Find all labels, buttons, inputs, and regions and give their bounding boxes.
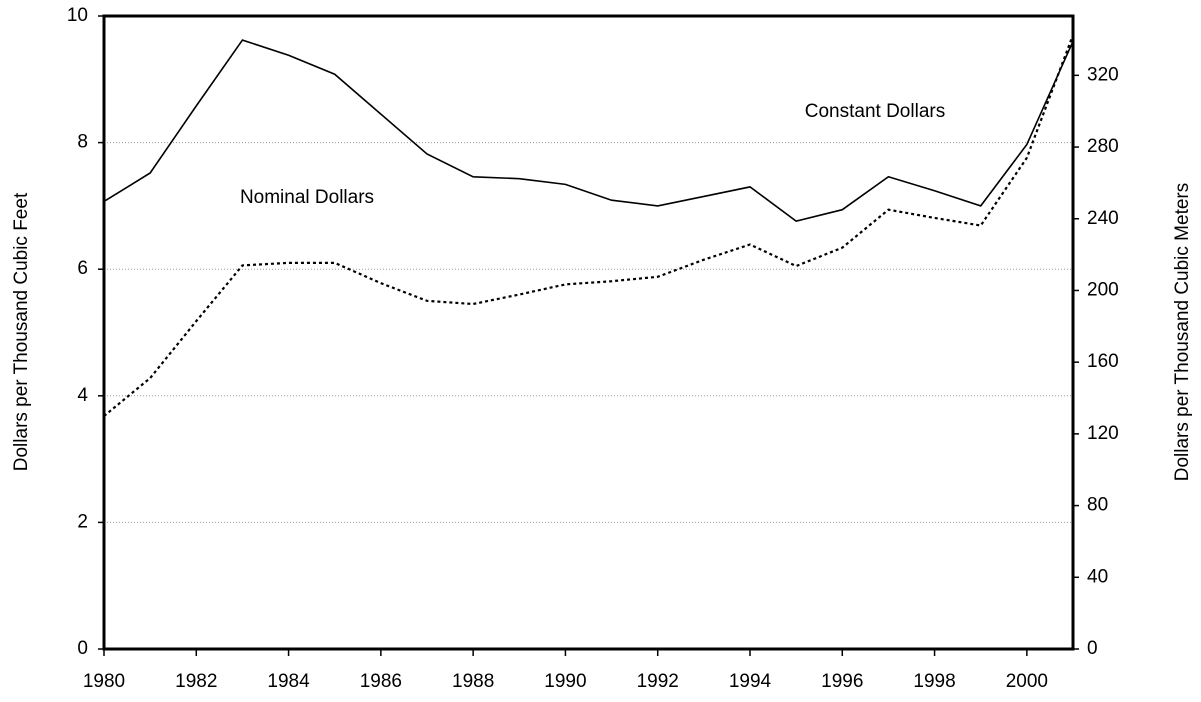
y2-tick-label: 320 (1087, 64, 1119, 85)
y-tick-label: 8 (77, 132, 88, 153)
y-tick-label: 0 (77, 638, 88, 659)
x-tick-label: 1990 (544, 671, 586, 692)
y-axis-label: Dollars per Thousand Cubic Feet (11, 192, 32, 471)
y2-axis-label: Dollars per Thousand Cubic Meters (1172, 183, 1193, 482)
y2-tick-label: 160 (1087, 351, 1119, 372)
y-tick-label: 2 (77, 511, 88, 532)
x-tick-label: 1992 (637, 671, 679, 692)
series-annotation: Constant Dollars (805, 101, 945, 122)
y-tick-label: 6 (77, 258, 88, 279)
series-annotation: Nominal Dollars (240, 187, 374, 208)
line-series (103, 39, 1074, 222)
plot-frame (102, 14, 1075, 651)
y2-tick-label: 240 (1087, 208, 1119, 229)
y-tick-label: 4 (77, 385, 88, 406)
x-tick-label: 1988 (452, 671, 494, 692)
x-tick-label: 1980 (83, 671, 125, 692)
x-tick-label: 1994 (729, 671, 772, 692)
y2-tick-label: 120 (1087, 423, 1119, 444)
y2-tick-label: 200 (1087, 279, 1119, 300)
x-tick-label: 1998 (913, 671, 955, 692)
x-tick-label: 1996 (821, 671, 863, 692)
line-series (103, 34, 1075, 417)
y-tick-label: 10 (67, 5, 88, 26)
x-tick-label: 1982 (175, 671, 217, 692)
x-tick-label: 1986 (360, 671, 402, 692)
y2-tick-label: 0 (1087, 638, 1098, 659)
y2-tick-label: 80 (1087, 495, 1108, 516)
x-tick-label: 1984 (267, 671, 310, 692)
y2-tick-label: 280 (1087, 136, 1119, 157)
x-tick-label: 2000 (1006, 671, 1048, 692)
y2-tick-label: 40 (1087, 566, 1108, 587)
